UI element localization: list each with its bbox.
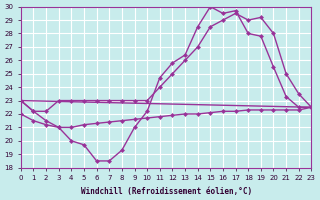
X-axis label: Windchill (Refroidissement éolien,°C): Windchill (Refroidissement éolien,°C) bbox=[81, 187, 252, 196]
